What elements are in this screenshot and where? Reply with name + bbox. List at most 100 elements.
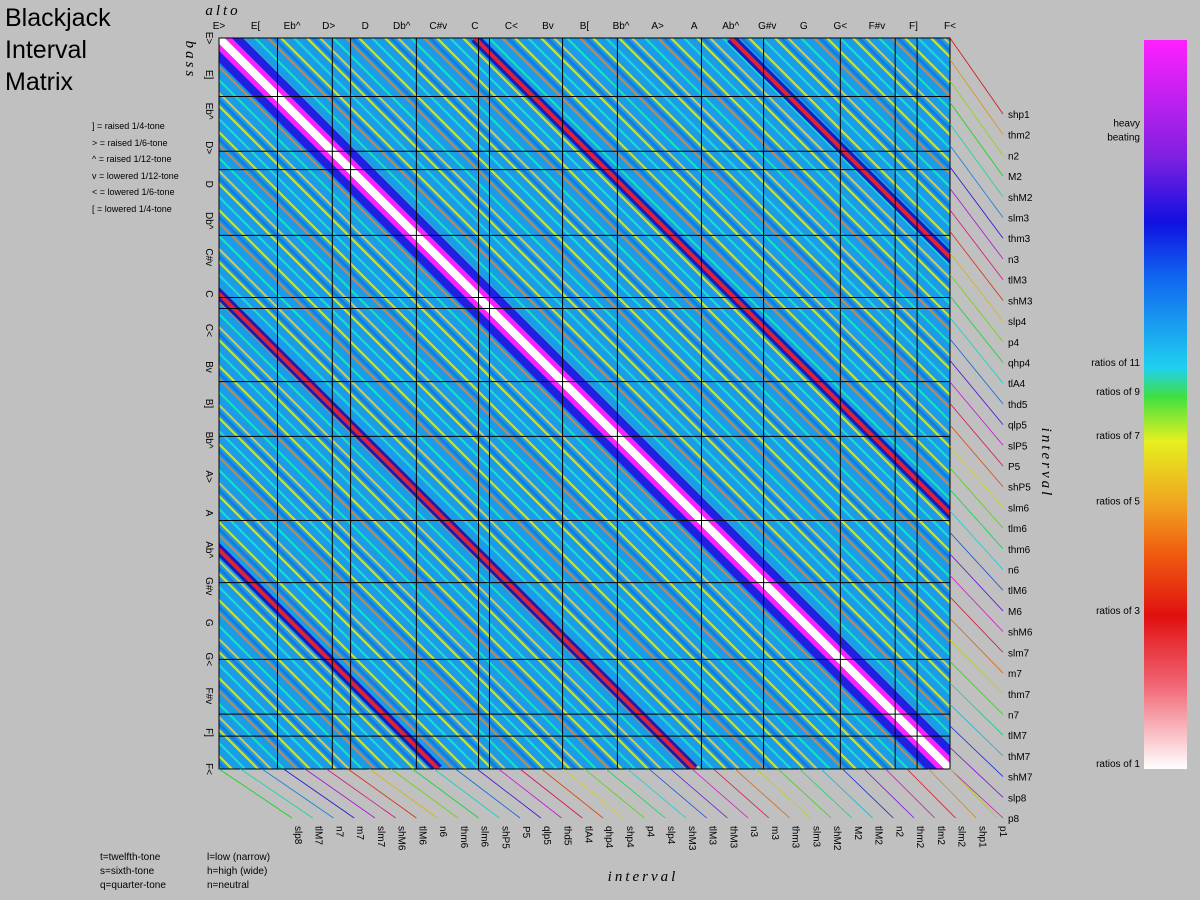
right-interval-label: M6 — [1008, 607, 1022, 618]
interval-stripe — [219, 520, 467, 769]
title-line: Interval — [5, 36, 87, 64]
left-tick-label: E> — [203, 32, 214, 45]
interval-stripe — [219, 117, 870, 769]
top-tick-label: Bv — [542, 21, 554, 32]
top-tick-label: G — [800, 21, 808, 32]
right-leader-line — [949, 532, 1004, 591]
beating-band — [545, 38, 950, 444]
right-interval-label: slm7 — [1008, 648, 1030, 659]
right-leader-line — [949, 510, 1004, 570]
notation-entry: < = lowered 1/6-tone — [92, 187, 175, 197]
interval-stripe — [345, 38, 950, 644]
interval-stripe — [254, 38, 950, 735]
right-leader-line — [949, 424, 1004, 487]
interval-stripe — [219, 182, 805, 769]
right-interval-label: m7 — [1008, 669, 1022, 680]
interval-stripe — [219, 468, 519, 769]
abbreviation-legend-left: t=twelfth-tone s=sixth-tone q=quarter-to… — [100, 851, 166, 893]
beating-band — [428, 38, 950, 561]
bottom-leader-line — [949, 768, 998, 819]
beating-band — [219, 487, 500, 769]
right-leader-line — [949, 768, 1004, 819]
interval-stripe — [219, 507, 480, 769]
beating-band — [219, 136, 851, 769]
colorbar-label: ratios of 3 — [1096, 606, 1140, 617]
left-tick-label: G#v — [203, 577, 214, 595]
right-interval-label: n6 — [1008, 566, 1020, 577]
bottom-leader-line — [691, 768, 749, 819]
interval-stripe — [410, 38, 950, 579]
interval-stripe — [462, 38, 950, 527]
left-tick-label: F] — [203, 728, 214, 737]
beating-band — [350, 38, 950, 639]
colorbar-label: heavy — [1113, 119, 1140, 130]
bottom-interval-label: shM6 — [396, 826, 407, 851]
interval-stripe — [514, 38, 950, 475]
interval-stripe — [219, 156, 831, 769]
beating-band — [219, 253, 734, 769]
bottom-interval-label: tlm2 — [935, 826, 946, 845]
beating-band — [740, 38, 950, 249]
interval-stripe — [657, 38, 950, 332]
colorbar-label: ratios of 11 — [1091, 358, 1140, 369]
bottom-leader-line — [455, 768, 521, 819]
interval-stripe — [332, 38, 950, 657]
right-leader-line — [949, 639, 1004, 695]
fifth-band — [219, 291, 696, 769]
bottom-interval-label: p1 — [997, 826, 1008, 838]
interval-stripe — [826, 38, 950, 163]
beating-band — [506, 38, 950, 483]
right-leader-line — [949, 37, 1004, 115]
right-leader-line — [949, 467, 1004, 529]
interval-stripe — [219, 754, 233, 769]
bottom-leader-line — [519, 768, 583, 819]
interval-stripe — [219, 260, 727, 769]
bottom-leader-line — [412, 768, 479, 819]
interval-stripe — [219, 494, 493, 769]
interval-stripe — [219, 390, 597, 769]
right-interval-label: shM7 — [1008, 773, 1033, 784]
top-tick-label: D> — [322, 21, 335, 32]
right-leader-line — [949, 682, 1004, 736]
interval-stripe — [436, 38, 950, 553]
bottom-interval-label: p4 — [645, 826, 656, 838]
bottom-leader-line — [820, 768, 873, 819]
interval-stripe — [219, 312, 675, 769]
top-tick-label: C< — [505, 21, 518, 32]
left-tick-label: D — [203, 181, 214, 188]
right-leader-line — [949, 596, 1004, 653]
beating-band — [219, 97, 890, 769]
bottom-interval-label: m7 — [354, 826, 365, 840]
right-leader-line — [949, 489, 1004, 550]
right-interval-label: thm7 — [1008, 690, 1031, 701]
top-tick-label: A — [691, 21, 698, 32]
bottom-leader-line — [390, 768, 459, 819]
bottom-axis-label: interval — [608, 869, 679, 885]
beating-band — [219, 331, 656, 769]
beating-band — [311, 38, 950, 678]
bottom-leader-line — [541, 768, 604, 819]
bottom-leader-line — [218, 768, 293, 819]
interval-stripe — [219, 585, 402, 769]
interval-stripe — [219, 611, 376, 769]
left-tick-label: E] — [203, 70, 214, 80]
bottom-leader-line — [605, 768, 666, 819]
right-interval-label: tlA4 — [1008, 379, 1026, 390]
right-leader-line — [949, 166, 1004, 239]
right-leader-line — [949, 403, 1004, 467]
interval-stripe — [605, 38, 950, 384]
interval-stripe — [219, 143, 844, 769]
interval-stripe — [219, 429, 558, 769]
interval-stripe — [219, 403, 584, 769]
right-leader-line — [949, 102, 1004, 177]
right-interval-label: qlp5 — [1008, 421, 1027, 432]
unison-band — [219, 38, 950, 769]
bottom-interval-label: M2 — [852, 826, 863, 840]
left-tick-label: A — [203, 510, 214, 517]
left-tick-label: G — [203, 619, 214, 627]
right-interval-label: shP5 — [1008, 483, 1031, 494]
right-interval-label: shM2 — [1008, 193, 1033, 204]
right-interval-label: thm2 — [1008, 131, 1031, 142]
abbreviation-entry: s=sixth-tone — [100, 866, 155, 877]
